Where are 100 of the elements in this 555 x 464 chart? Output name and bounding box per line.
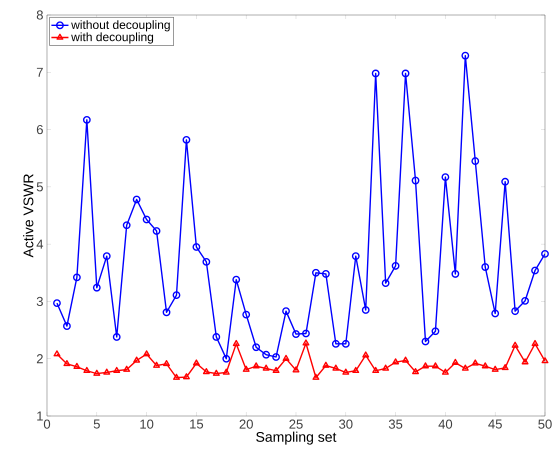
point: [451, 270, 460, 278]
y-tick-label: 1: [37, 412, 43, 420]
point: [232, 340, 240, 346]
point: [491, 310, 500, 318]
point: [272, 353, 280, 361]
y-tick-label: 3: [36, 296, 43, 306]
x-tick-label: 30: [339, 420, 353, 429]
point: [232, 276, 240, 284]
point: [242, 310, 250, 319]
point: [182, 373, 190, 380]
point: [282, 354, 290, 362]
point: [382, 279, 390, 287]
point: [392, 358, 400, 364]
point: [332, 364, 340, 371]
point: [482, 362, 489, 368]
point: [112, 333, 121, 341]
point: [412, 176, 420, 184]
point: [92, 284, 101, 292]
point: [441, 173, 450, 182]
point: [412, 368, 419, 374]
point: [222, 368, 230, 375]
legend-label: without decoupling: [71, 20, 170, 32]
point: [132, 196, 141, 204]
point: [172, 291, 180, 300]
point: [382, 364, 390, 371]
point: [322, 362, 330, 368]
point: [143, 350, 150, 356]
point: [312, 268, 320, 277]
point: [342, 368, 350, 375]
x-tick-label: 20: [240, 420, 253, 429]
point: [532, 340, 539, 346]
point: [531, 266, 539, 274]
point: [173, 374, 180, 380]
point: [192, 243, 200, 251]
point: [93, 370, 100, 376]
y-tick-label: 7: [36, 68, 43, 77]
point: [212, 370, 220, 376]
y-axis-title: Active VSWR: [23, 174, 34, 258]
point: [202, 368, 210, 374]
point: [352, 252, 360, 260]
point: [422, 338, 430, 346]
point: [502, 364, 509, 370]
y-tick-label: 4: [36, 240, 44, 249]
point: [242, 366, 250, 372]
point: [302, 339, 310, 346]
point: [103, 368, 110, 375]
point: [152, 227, 160, 235]
point: [521, 296, 529, 305]
point: [322, 270, 330, 278]
point: [153, 362, 160, 368]
point: [102, 252, 111, 260]
x-tick-label: 0: [44, 420, 50, 429]
point: [402, 70, 410, 78]
point: [462, 364, 469, 371]
point: [372, 366, 380, 374]
y-tick-label: 5: [36, 182, 43, 192]
point: [302, 330, 310, 338]
x-tick-label: 40: [438, 420, 452, 429]
point: [292, 366, 300, 372]
point: [182, 136, 190, 144]
x-tick-label: 25: [289, 420, 303, 429]
point: [461, 52, 470, 60]
point: [72, 273, 81, 282]
point: [262, 364, 270, 371]
x-tick-label: 35: [388, 420, 402, 429]
point: [332, 340, 340, 348]
x-tick-label: 45: [488, 420, 502, 429]
point: [83, 366, 90, 374]
point: [422, 362, 429, 368]
point: [392, 262, 400, 270]
point: [362, 306, 370, 314]
point: [512, 342, 519, 348]
point: [292, 330, 300, 338]
point: [123, 366, 130, 372]
x-axis-title: Sampling set: [256, 432, 336, 445]
point: [163, 360, 170, 366]
point: [481, 263, 490, 271]
x-tick-label: 5: [94, 420, 100, 429]
point: [402, 356, 410, 363]
point: [202, 258, 210, 266]
point: [113, 366, 120, 374]
point: [212, 333, 220, 341]
point: [192, 359, 200, 366]
point: [222, 354, 230, 363]
point: [452, 358, 459, 366]
point: [312, 374, 320, 380]
point: [272, 366, 280, 374]
point: [262, 350, 270, 359]
point: [472, 359, 479, 366]
point: [63, 360, 70, 366]
point: [133, 356, 140, 363]
point: [522, 358, 529, 364]
point: [282, 307, 290, 316]
point: [252, 343, 260, 352]
legend-label: with decoupling: [71, 32, 154, 44]
point: [162, 308, 170, 316]
point: [342, 340, 350, 348]
point: [442, 368, 449, 375]
point: [362, 351, 370, 358]
point: [492, 366, 499, 372]
